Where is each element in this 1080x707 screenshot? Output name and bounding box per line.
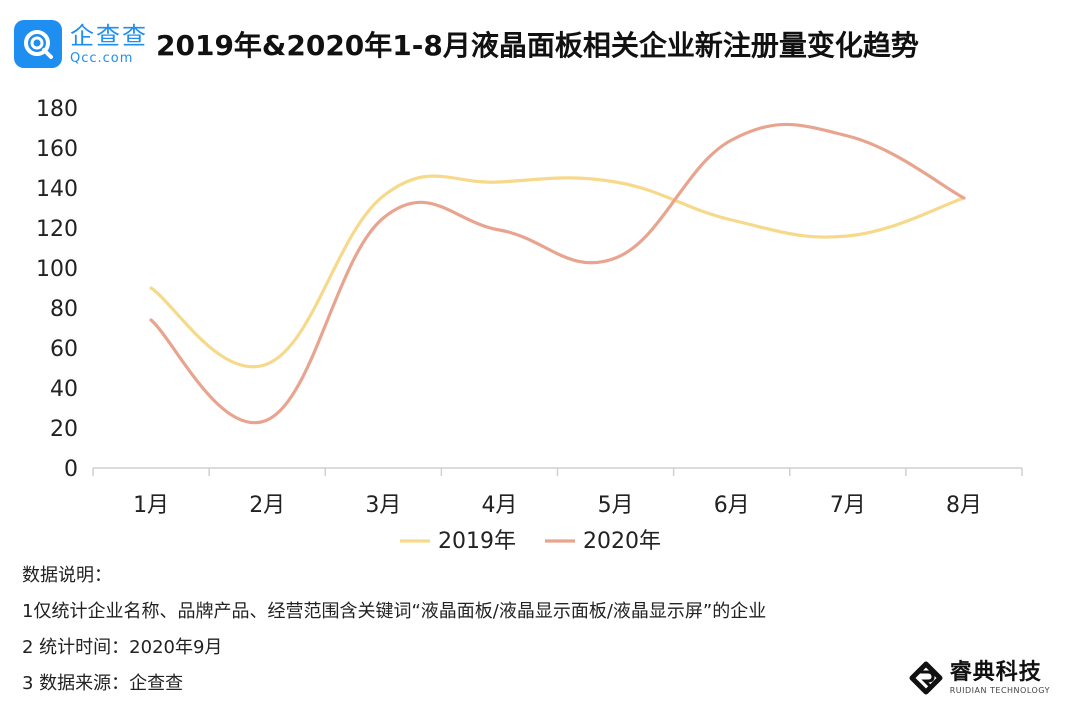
data-notes: 数据说明： 1仅统计企业名称、品牌产品、经营范围含关键词“液晶面板/液晶显示面板… [22, 562, 766, 706]
brand-watermark: 睿典科技 RUIDIAN TECHNOLOGY [908, 660, 1050, 696]
note-source: 3 数据来源：企查查 [22, 673, 184, 694]
note-scope: 1仅统计企业名称、品牌产品、经营范围含关键词“液晶面板/液晶显示面板/液晶显示屏… [22, 601, 767, 622]
data-point-2020年 [265, 418, 269, 422]
chart-title: 2019年&2020年1-8月液晶面板相关企业新注册量变化趋势 [156, 29, 919, 62]
logo-cn: 企查查 [70, 21, 148, 50]
data-point-2019年 [730, 218, 734, 222]
y-tick-label: 140 [36, 177, 78, 202]
y-tick-label: 0 [64, 457, 78, 482]
series-line-2019年 [149, 174, 966, 369]
brand-name-cn: 睿典科技 [949, 659, 1042, 685]
qcc-logo-text: 企查查 Qcc.com [70, 24, 148, 65]
data-point-2019年 [614, 180, 618, 184]
data-point-2019年 [846, 234, 850, 238]
data-point-2020年 [381, 216, 385, 220]
notes-heading: 数据说明： [22, 565, 112, 586]
x-tick-label: 2月 [249, 493, 285, 518]
x-tick-label: 5月 [598, 493, 634, 518]
x-tick-label: 4月 [481, 493, 517, 518]
y-tick-label: 60 [50, 337, 78, 362]
data-point-2020年 [149, 318, 153, 322]
data-point-2020年 [614, 256, 618, 260]
logo-en: Qcc.com [70, 50, 134, 66]
x-tick-label: 8月 [946, 493, 982, 518]
y-tick-label: 20 [50, 417, 78, 442]
y-tick-label: 40 [50, 377, 78, 402]
y-tick-label: 120 [36, 217, 78, 242]
line-chart: 0 20 40 60 80 100 120 140 160 180 1月 2月 3月 4月 5月 6月 7月 8月… [36, 97, 1023, 554]
data-point-2019年 [497, 180, 501, 184]
data-point-2020年 [497, 228, 501, 232]
qcc-logo-icon [14, 20, 62, 68]
y-tick-label: 80 [50, 297, 78, 322]
x-tick-label: 3月 [365, 493, 401, 518]
y-tick-label: 180 [36, 97, 78, 122]
legend-label: 2020年 [583, 529, 661, 554]
data-point-2019年 [381, 194, 385, 198]
data-point-2020年 [846, 134, 850, 138]
y-tick-label: 160 [36, 137, 78, 162]
data-point-2020年 [962, 196, 966, 200]
legend-label: 2019年 [438, 529, 516, 554]
header: 企查查 Qcc.com 2019年&2020年1-8月液晶面板相关企业新注册量变… [14, 14, 919, 74]
brand-name-en: RUIDIAN TECHNOLOGY [949, 685, 1050, 695]
y-tick-label: 100 [36, 257, 78, 282]
x-tick-label: 6月 [714, 493, 750, 518]
ruidian-logo-icon [909, 661, 943, 695]
x-tick-label: 1月 [133, 493, 169, 518]
magnifier-icon [24, 30, 53, 59]
x-tick-label: 7月 [830, 493, 866, 518]
note-time: 2 统计时间：2020年9月 [22, 637, 223, 658]
data-point-2019年 [265, 362, 269, 366]
data-point-2020年 [730, 138, 734, 142]
data-point-2019年 [149, 286, 153, 290]
series-line-2020年 [149, 122, 966, 425]
